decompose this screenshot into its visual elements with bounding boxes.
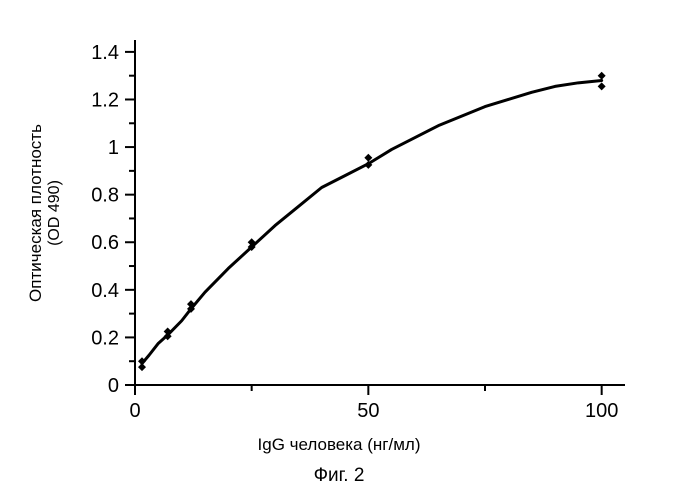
x-tick-label: 50 [357,400,379,422]
x-axis-label: IgG человека (нг/мл) [0,435,678,455]
y-tick-label: 0.4 [91,280,119,302]
y-axis-label-line1: Оптическая плотность [26,124,46,302]
y-axis-label: Оптическая плотность (OD 490) [26,124,64,302]
x-tick-label: 0 [129,400,140,422]
figure-caption: Фиг. 2 [0,465,678,487]
y-tick-label: 0.2 [91,327,119,349]
line-chart: 0 50 100 0 0.2 0.4 0.6 0.8 1 1.2 1.4 [0,0,678,500]
y-tick-label: 1.4 [91,42,119,64]
y-tick-label: 1.2 [91,89,119,111]
chart-container: 0 50 100 0 0.2 0.4 0.6 0.8 1 1.2 1.4 Оптическая пл… [0,0,678,500]
y-tick-label: 1 [108,137,119,159]
y-tick-label: 0 [108,375,119,397]
y-axis-label-line2: (OD 490) [46,124,64,302]
y-axis-label-container: Оптическая плотность (OD 490) [20,40,70,385]
y-tick-label: 0.8 [91,185,119,207]
y-tick-label: 0.6 [91,232,119,254]
x-tick-label: 100 [585,400,618,422]
